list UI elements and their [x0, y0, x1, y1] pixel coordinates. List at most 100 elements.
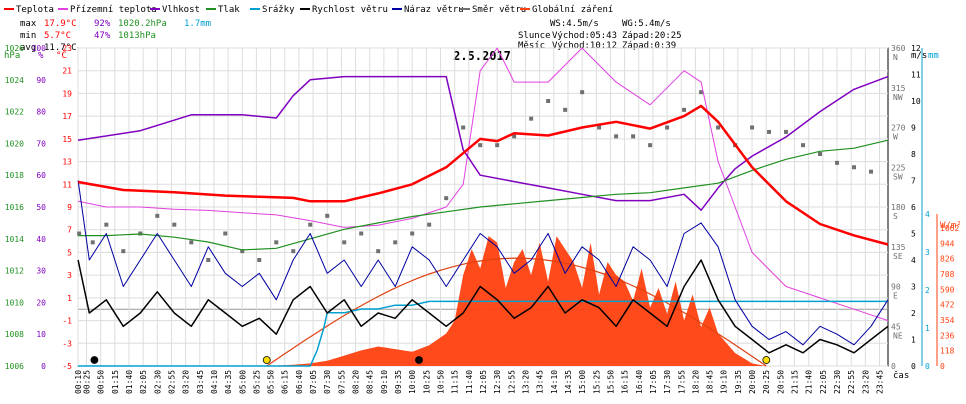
time-tick: 12:30	[493, 370, 502, 394]
pct-axis-tick: 20	[36, 298, 46, 307]
info-mesic: Měsíc	[518, 41, 545, 51]
wind-direction-point	[563, 107, 568, 112]
wind-direction-point	[784, 129, 789, 134]
ms-axis-tick: 2	[911, 309, 916, 318]
info-moon-rise: Východ:10:12	[552, 41, 617, 51]
time-tick: 18:45	[706, 370, 715, 394]
dir-axis-tick: 90	[891, 283, 901, 292]
time-tick: 19:35	[734, 370, 743, 394]
unit-labels: hPa % °C m/s mm W/m² čas	[4, 51, 962, 381]
time-tick: 00:25	[82, 370, 91, 394]
time-tick: 14:10	[550, 370, 559, 394]
time-tick: 08:20	[352, 370, 361, 394]
dir-axis-tick: 135	[891, 243, 906, 252]
c-axis-tick: 21	[62, 67, 72, 76]
info-sun-rise: Východ:05:43	[552, 31, 617, 41]
hpa-axis-tick: 1026	[5, 44, 24, 53]
time-tick: 11:40	[465, 370, 474, 394]
wm2-axis-tick: 354	[940, 316, 955, 325]
unit-c: °C	[56, 51, 67, 61]
ms-axis-tick: 12	[911, 44, 921, 53]
wind-direction-point	[359, 231, 364, 236]
stats-min-press: 1013hPa	[118, 31, 156, 41]
time-tick: 17:05	[649, 370, 658, 394]
wind-direction-point	[461, 125, 466, 130]
time-tick: 14:35	[564, 370, 573, 394]
wind-direction-point	[648, 143, 653, 148]
dir-axis-tick: 270	[891, 124, 906, 133]
pct-axis-tick: 30	[36, 267, 46, 276]
time-tick: 15:25	[592, 370, 601, 394]
dir-axis-label: SW	[893, 172, 903, 181]
pct-axis-tick: 50	[36, 203, 46, 212]
mm-axis-tick: 1	[925, 324, 930, 333]
grid	[77, 47, 889, 367]
series-p-zemn-teplota-line	[78, 47, 889, 322]
dir-axis-tick: 315	[891, 84, 906, 93]
c-axis-tick: 19	[62, 89, 72, 98]
c-axis-tick: 23	[62, 44, 72, 53]
time-tick: 07:55	[337, 370, 346, 394]
moon-set-marker	[90, 356, 99, 364]
c-axis-tick: 9	[67, 203, 72, 212]
stats-block: max 17.9°C 92% 1020.2hPa 1.7mm min 5.7°C…	[20, 19, 211, 53]
time-tick: 02:30	[153, 370, 162, 394]
time-tick: 20:00	[748, 370, 757, 394]
wind-direction-point	[818, 152, 823, 156]
ms-axis-tick: 5	[911, 230, 916, 239]
ms-axis-tick: 6	[911, 203, 916, 212]
dir-axis-tick: 225	[891, 163, 906, 172]
wind-direction-point	[257, 258, 262, 262]
wind-direction-point	[90, 240, 95, 245]
wind-direction-point	[104, 222, 109, 227]
time-tick: 16:15	[621, 370, 630, 394]
time-tick: 06:15	[281, 370, 290, 394]
time-tick: 18:20	[691, 370, 700, 394]
c-axis-tick: 11	[62, 180, 72, 189]
wind-direction-point	[614, 134, 619, 139]
time-tick: 13:45	[536, 370, 545, 394]
time-tick: 02:05	[139, 370, 148, 394]
mm-axis-tick: 4	[925, 210, 930, 219]
time-tick: 17:30	[663, 370, 672, 394]
wind-direction-point	[546, 99, 551, 103]
wind-direction-point	[342, 240, 347, 245]
info-block: WS:4.5m/s WG:5.4m/s Slunce Východ:05:43 …	[518, 19, 682, 51]
hpa-axis-tick: 1020	[5, 139, 24, 148]
wind-direction-point	[597, 125, 602, 130]
wind-direction-point	[410, 231, 415, 236]
time-tick: 02:55	[167, 370, 176, 394]
stats-min-hum: 47%	[94, 31, 111, 41]
unit-pct: %	[38, 51, 44, 61]
mm-axis-tick: 3	[925, 248, 930, 257]
ms-axis-tick: 10	[911, 97, 921, 106]
series-n-raz-v-tru-line	[77, 180, 889, 346]
stats-rain: 1.7mm	[184, 19, 211, 29]
wm2-axis-tick: 0	[940, 362, 945, 371]
wind-direction-point	[512, 134, 517, 139]
time-tick: 05:00	[238, 370, 247, 394]
ms-axis-tick: 9	[911, 124, 916, 133]
time-tick: 00:10	[74, 370, 83, 394]
hpa-axis-tick: 1010	[5, 298, 24, 307]
time-tick: 12:05	[479, 370, 488, 394]
dir-axis-label: NE	[893, 331, 903, 340]
time-tick: 04:35	[224, 370, 233, 394]
wind-direction-point	[682, 107, 687, 112]
wind-direction-point	[206, 258, 211, 262]
dir-axis-label: S	[893, 212, 898, 221]
legend-label: Tlak	[218, 5, 240, 15]
hpa-axis-tick: 1022	[5, 108, 24, 117]
time-tick: 03:45	[196, 370, 205, 394]
time-tick: 05:25	[252, 370, 261, 394]
dir-axis-label: NW	[893, 93, 903, 102]
time-tick: 10:50	[437, 370, 446, 394]
time-tick: 11:15	[451, 370, 460, 394]
wind-direction-point	[172, 222, 177, 227]
wind-direction-point	[274, 240, 279, 245]
dir-axis-tick: 0	[891, 362, 896, 371]
c-axis-tick: -1	[62, 317, 72, 326]
time-tick: 00:50	[97, 370, 106, 394]
time-tick: 09:10	[380, 370, 389, 394]
time-tick: 15:50	[606, 370, 615, 394]
